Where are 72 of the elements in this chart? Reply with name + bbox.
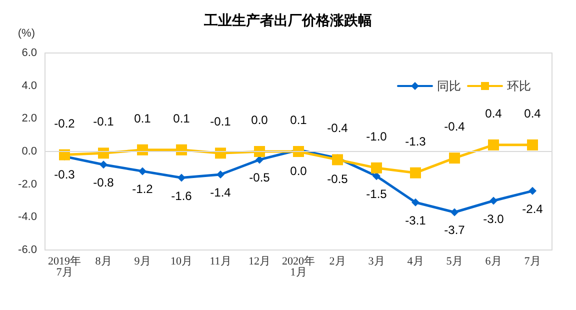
x-tick-label: 3月 — [368, 256, 385, 268]
point — [372, 172, 380, 180]
point — [490, 196, 498, 205]
point — [528, 186, 536, 195]
point — [98, 148, 109, 159]
point — [215, 148, 226, 159]
data-label: 0.0 — [251, 113, 268, 127]
data-label: 0.1 — [134, 111, 152, 126]
legend-label: 环比 — [507, 79, 531, 93]
point — [527, 139, 538, 150]
data-label: -1.6 — [171, 188, 192, 203]
data-label: -0.1 — [93, 114, 114, 129]
point — [178, 174, 186, 182]
point — [450, 208, 458, 216]
point — [137, 144, 148, 156]
x-tick-label: 7月 — [524, 256, 541, 268]
legend-label: 同比 — [437, 79, 461, 93]
y-tick-label: 0.0 — [22, 146, 37, 158]
point — [59, 149, 70, 160]
data-label: 0.1 — [173, 111, 190, 126]
data-label: -0.4 — [327, 121, 348, 136]
x-tick-label: 5月 — [446, 256, 463, 268]
x-tick-label: 10月 — [170, 256, 192, 268]
y-tick-label: -6.0 — [18, 244, 37, 256]
x-tick-label: 8月 — [95, 256, 112, 268]
point — [488, 139, 499, 150]
y-tick-label: -2.0 — [18, 178, 37, 190]
data-label: -3.0 — [483, 212, 504, 226]
data-label: -3.1 — [405, 213, 426, 228]
x-tick-label: 9月 — [134, 256, 151, 268]
data-label: -0.2 — [54, 116, 76, 130]
data-label: -1.2 — [132, 182, 154, 196]
point — [412, 198, 420, 206]
x-tick-label: 11月 — [210, 256, 232, 268]
data-label: 0.4 — [524, 106, 542, 120]
x-tick-label: 4月 — [407, 256, 424, 268]
data-label: -0.5 — [327, 172, 348, 186]
data-label: -1.5 — [366, 187, 388, 202]
data-label: -1.3 — [405, 134, 426, 148]
point — [410, 167, 421, 178]
data-label: -3.7 — [444, 223, 466, 238]
y-tick-label: 4.0 — [22, 80, 37, 92]
y-tick-label: -4.0 — [18, 211, 37, 224]
point — [176, 144, 187, 156]
x-tick-label: 2月 — [329, 256, 346, 268]
data-label: -1.0 — [366, 129, 388, 144]
data-label: 0.4 — [485, 106, 502, 120]
x-tick-label: 2019年 7月 — [48, 256, 81, 278]
data-label: 0.1 — [290, 112, 308, 127]
data-label: -0.1 — [210, 114, 232, 129]
chart-title: 工业生产者出厂价格涨跌幅 — [203, 12, 372, 28]
x-tick-label: 12月 — [248, 256, 270, 268]
data-label: -0.3 — [54, 167, 76, 182]
x-tick-label: 6月 — [485, 256, 502, 268]
y-axis-title: (%) — [18, 28, 35, 40]
data-label: -1.4 — [210, 185, 232, 200]
data-label: -0.5 — [249, 170, 270, 185]
data-label: -0.4 — [444, 120, 466, 134]
point — [332, 154, 343, 166]
point — [138, 167, 146, 176]
point — [371, 162, 382, 174]
point — [293, 146, 304, 157]
data-label: -2.4 — [522, 202, 544, 216]
point — [100, 160, 108, 169]
point — [449, 152, 460, 164]
data-label: 0.0 — [290, 164, 308, 178]
y-tick-label: 6.0 — [22, 47, 37, 59]
point — [254, 146, 265, 157]
data-label: -0.8 — [93, 176, 114, 190]
y-tick-label: 2.0 — [22, 112, 37, 125]
x-tick-label: 2020年 1月 — [282, 256, 315, 278]
point — [216, 170, 224, 178]
